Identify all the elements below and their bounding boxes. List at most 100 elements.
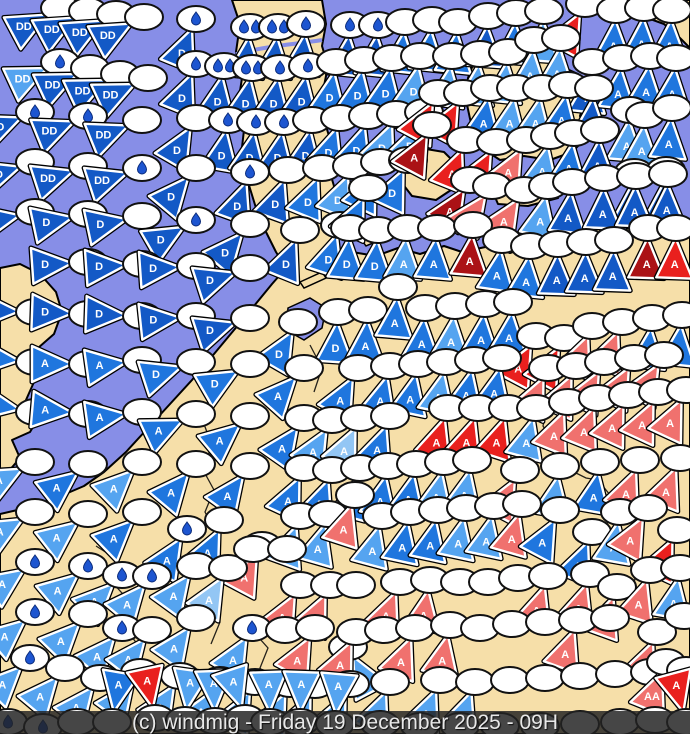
wind-symbol: A: [647, 94, 690, 162]
wind-strength-letter: A: [671, 259, 679, 271]
wind-strength-letter: A: [493, 271, 501, 283]
wind-strength-letter: D: [298, 97, 306, 109]
wind-strength-letter: D: [167, 192, 175, 204]
wind-strength-letter: A: [229, 655, 237, 667]
wind-symbol: D: [135, 348, 216, 399]
wind-strength-letter: A: [665, 139, 673, 151]
raindrop-icon: [116, 620, 128, 635]
wind-symbol: A: [32, 450, 108, 514]
wind-strength-letter: A: [41, 404, 49, 416]
wind-strength-letter: A: [57, 636, 65, 648]
wind-strength-letter: A: [339, 525, 347, 537]
wind-strength-letter: A: [398, 542, 406, 554]
wind-strength-letter: A: [622, 489, 630, 501]
raindrop-icon: [274, 60, 286, 75]
wind-strength-letter: A: [564, 213, 572, 225]
wind-strength-letter: D: [233, 201, 241, 213]
wind-strength-letter: A: [96, 412, 104, 424]
wind-strength-letter: DD: [0, 122, 4, 134]
wind-symbol: D: [191, 350, 270, 409]
wind-strength-letter: A: [0, 475, 3, 487]
wind-symbol: D: [189, 254, 270, 305]
wind-strength-letter: D: [326, 93, 334, 105]
wind-symbol: A: [81, 398, 162, 441]
wind-strength-letter: A: [36, 692, 44, 704]
wind-strength-letter: D: [304, 197, 312, 209]
wind-strength-letter: D: [221, 248, 229, 260]
wind-strength-letter: A: [410, 152, 418, 164]
wind-strength-letter: D: [242, 99, 250, 111]
wind-strength-letter: A: [446, 206, 454, 218]
wind-symbol: A: [546, 168, 592, 237]
wind-strength-letter: A: [634, 600, 642, 612]
wind-symbol: DD: [29, 0, 108, 55]
raindrop-icon: [54, 54, 66, 69]
wind-strength-letter: A: [314, 544, 322, 556]
wind-strength-letter: A: [205, 595, 213, 607]
wind-strength-letter: AA: [644, 691, 660, 703]
wind-strength-letter: DD: [41, 126, 57, 138]
wind-symbol: A: [349, 502, 402, 572]
wind-strength-letter: D: [382, 89, 390, 101]
wind-strength-letter: A: [430, 259, 438, 271]
wind-symbol: A: [0, 644, 50, 711]
wind-strength-letter: A: [426, 540, 434, 552]
wind-strength-letter: A: [93, 652, 101, 664]
wind-strength-letter: A: [0, 526, 4, 538]
wind-symbol: A: [183, 506, 244, 576]
wind-symbol: D: [314, 298, 358, 366]
wind-strength-letter: A: [334, 681, 342, 693]
wind-strength-letter: D: [331, 343, 339, 355]
raindrop-icon: [344, 17, 356, 32]
wind-strength-letter: A: [538, 166, 546, 178]
wind-strength-letter: A: [447, 337, 455, 349]
wind-strength-letter: DD: [44, 24, 60, 36]
raindrop-icon: [238, 19, 250, 34]
raindrop-icon: [181, 521, 193, 536]
wind-strength-letter: DD: [0, 169, 3, 181]
wind-symbol: A: [146, 450, 216, 518]
wind-strength-letter: A: [561, 649, 569, 661]
wind-symbol: A: [319, 481, 375, 551]
wind-symbol: A: [373, 273, 418, 341]
raindrop-icon: [116, 567, 128, 582]
wind-strength-letter: A: [663, 205, 671, 217]
wind-strength-letter: D: [95, 261, 103, 273]
wind-strength-letter: A: [41, 358, 49, 370]
wind-strength-letter: A: [400, 259, 408, 271]
wind-strength-letter: A: [642, 87, 650, 99]
wind-symbol: DD: [82, 106, 162, 160]
wind-strength-letter: A: [490, 388, 498, 400]
raindrop-icon: [190, 11, 202, 26]
wind-symbol: A: [89, 498, 162, 564]
wind-symbol: A: [0, 598, 55, 663]
wind-strength-letter: D: [324, 255, 332, 267]
wind-symbol: DD: [88, 64, 168, 120]
wind-strength-letter: D: [96, 219, 104, 231]
wind-strength-letter: A: [216, 436, 224, 448]
wind-strength-letter: A: [210, 678, 218, 690]
wind-symbol: A: [253, 354, 324, 422]
wind-strength-letter: A: [96, 360, 104, 372]
wind-strength-letter: D: [95, 308, 103, 320]
raindrop-icon: [146, 568, 158, 583]
wind-strength-letter: D: [410, 87, 418, 99]
wind-strength-letter: D: [41, 306, 49, 318]
wind-strength-letter: A: [169, 591, 177, 603]
raindrop-icon: [136, 160, 148, 175]
raindrop-icon: [29, 554, 41, 569]
wind-symbol: A: [645, 376, 690, 447]
wind-symbol: A: [148, 552, 216, 621]
caption-bar: (c) windmig - Friday 19 December 2025 - …: [0, 711, 690, 734]
raindrop-icon: [266, 19, 278, 34]
wind-strength-letter: DD: [75, 85, 91, 97]
wind-strength-letter: D: [218, 151, 226, 163]
wind-symbol: D: [199, 106, 248, 175]
wind-strength-letter: A: [643, 259, 651, 271]
wind-strength-letter: DD: [103, 89, 119, 101]
wind-strength-letter: A: [123, 600, 131, 612]
wind-strength-letter: DD: [100, 30, 116, 42]
wind-symbol: A: [344, 296, 388, 364]
